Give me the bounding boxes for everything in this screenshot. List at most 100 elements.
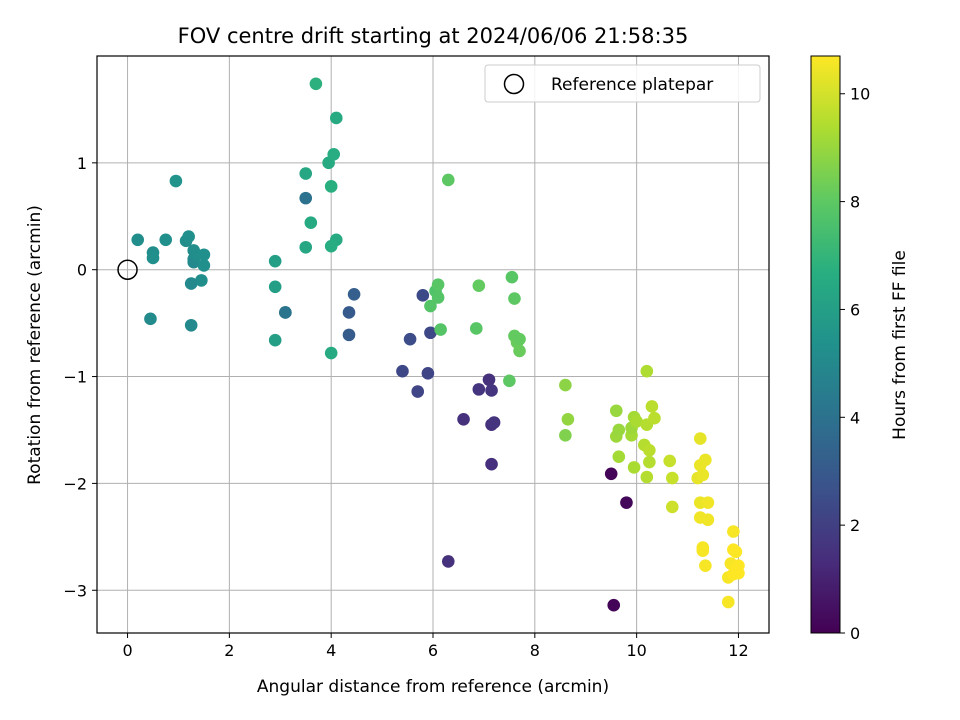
data-point [663,454,677,468]
data-point [309,77,323,91]
data-point [441,555,455,568]
data-point [699,453,712,467]
data-point [411,385,425,398]
x-axis-label: Angular distance from reference (arcmin) [257,677,609,697]
data-point [184,318,198,332]
data-point [609,404,623,418]
data-point [347,287,361,301]
data-point [696,544,710,558]
x-tick-label: 2 [224,641,234,660]
data-point [648,411,661,425]
data-point [513,332,526,346]
data-point [721,595,735,609]
data-point [424,299,437,313]
data-point [485,457,498,471]
y-axis-label: Rotation from reference (arcmin) [25,205,45,485]
data-point [431,278,445,291]
colorbar-tick-label: 6 [850,300,860,319]
data-point [182,230,195,243]
colorbar-tick-label: 2 [850,516,860,535]
data-point [327,148,341,161]
data-point [457,412,470,426]
y-tick-label: −3 [63,581,87,600]
data-point [421,367,435,380]
colorbar-tick-label: 10 [850,85,870,104]
data-point [131,233,145,247]
data-point [665,500,679,514]
data-point [403,332,417,346]
data-point [268,280,282,294]
data-point [612,423,626,437]
data-point [324,346,338,360]
data-point [505,270,519,284]
data-point [416,289,430,302]
data-point [299,167,313,180]
data-point [324,239,338,253]
x-tick-label: 10 [626,641,646,660]
data-point [727,525,740,538]
data-point [727,567,740,581]
data-point [701,513,715,527]
data-point [472,279,486,293]
data-point [729,545,743,559]
y-axis-ticks: 1 0 −1 −2 −3 [63,154,97,600]
data-point [197,248,211,262]
data-point [434,323,447,336]
data-point [279,306,292,319]
data-point [195,274,208,287]
data-point [620,496,633,509]
x-tick-label: 6 [428,641,438,660]
data-point [487,416,501,429]
data-point [503,374,516,388]
colorbar-tick-label: 4 [850,408,860,427]
data-point [640,364,654,378]
data-point [304,216,318,229]
data-point [324,180,338,193]
data-point [627,461,641,474]
data-point [159,233,173,247]
data-point [184,277,198,290]
data-point [197,259,211,272]
colorbar-tick-label: 0 [850,624,860,643]
data-point [396,364,409,378]
data-point [146,251,160,265]
data-point [485,384,498,397]
data-point [559,429,572,442]
y-tick-label: −2 [63,474,87,493]
data-point [144,312,157,326]
colorbar-ticks: 0 2 4 6 8 10 [840,85,870,643]
data-point [472,383,486,396]
data-point [559,378,572,392]
data-point [630,415,643,428]
data-point [693,432,707,445]
colorbar-label: Hours from first FF file [890,250,910,440]
data-point [469,322,483,335]
data-point [299,240,313,254]
data-point [268,254,282,268]
data-point [169,174,183,188]
data-point [701,496,715,509]
data-point [299,191,313,205]
data-point [607,598,621,612]
data-point [645,400,659,413]
colorbar: 0 2 4 6 8 10 Hours from first FF file [810,55,910,643]
data-point [508,292,521,305]
chart-title: FOV centre drift starting at 2024/06/06 … [178,24,689,48]
data-point [640,470,654,484]
y-tick-label: −1 [63,368,87,387]
legend-marker [503,73,525,95]
x-tick-label: 4 [326,641,336,660]
data-point [696,468,710,482]
reference-point-marker [117,259,138,280]
data-point [612,450,626,463]
colorbar-gradient [810,55,841,634]
colorbar-tick-label: 8 [850,193,860,212]
legend: Reference platepar [484,64,761,103]
data-point [342,328,356,342]
legend-label: Reference platepar [551,75,713,95]
y-tick-label: 1 [77,154,87,173]
data-point [604,467,618,481]
data-point [561,412,575,426]
y-tick-label: 0 [77,261,87,280]
